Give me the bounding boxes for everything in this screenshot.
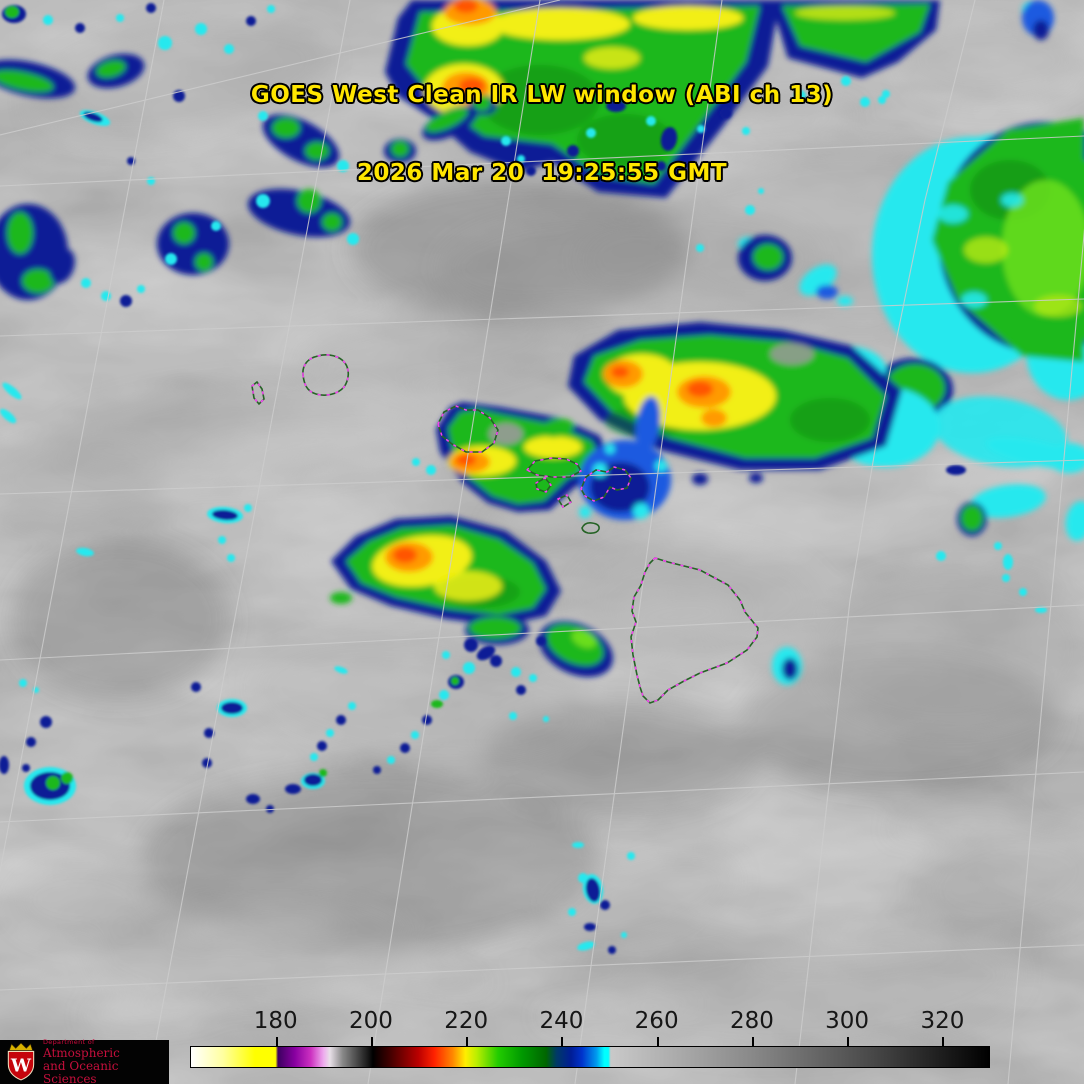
tick-mark <box>561 1037 564 1046</box>
colorbar-tick-label: 220 <box>444 1008 489 1034</box>
colorbar-tick-label: 280 <box>729 1008 774 1034</box>
colorbar-ticks <box>190 1037 990 1046</box>
colorbar-tick-label: 240 <box>539 1008 584 1034</box>
enhanced-cloud-masses <box>0 0 1084 685</box>
colorbar-tick-label: 300 <box>825 1008 870 1034</box>
tick-mark <box>370 1037 373 1046</box>
island-kahoolawe-dash <box>556 494 573 509</box>
island-lanai-dash <box>535 477 552 493</box>
logo-text: Department of Atmospheric and Oceanic Sc… <box>43 1038 169 1084</box>
image-title: GOES West Clean IR LW window (ABI ch 13)… <box>0 30 1084 212</box>
title-line-1: GOES West Clean IR LW window (ABI ch 13) <box>250 82 834 108</box>
logo-name-line-1: Atmospheric <box>43 1046 120 1060</box>
logo-name-line-2: and Oceanic Sciences <box>43 1059 119 1084</box>
tick-mark <box>466 1037 469 1046</box>
small-cloud-cells <box>0 3 1047 954</box>
island-hawaii <box>630 557 759 704</box>
uw-crest-icon: W <box>7 1043 35 1081</box>
crest-letter: W <box>10 1056 32 1077</box>
colorbar-tick-labels: 180 200 220 240 260 280 300 320 <box>190 1008 990 1036</box>
island-niihau <box>251 380 265 406</box>
colorbar-tick-label: 200 <box>349 1008 393 1034</box>
colorbar-tick-label: 260 <box>634 1008 679 1034</box>
tick-mark <box>656 1037 659 1046</box>
islet-outline <box>581 522 600 534</box>
colorbar-tick-label: 320 <box>920 1008 965 1034</box>
island-kauai <box>302 354 350 396</box>
tick-mark <box>942 1037 945 1046</box>
tick-mark <box>847 1037 850 1046</box>
island-oahu-dash <box>437 405 499 453</box>
coastlines <box>251 354 759 704</box>
logo-department-line: Department of <box>43 1038 95 1046</box>
tick-mark <box>751 1037 754 1046</box>
island-molokai-dash <box>525 457 583 478</box>
uw-aos-logo: W Department of Atmospheric and Oceanic … <box>0 1038 169 1084</box>
colorbar-tick-label: 180 <box>253 1008 298 1034</box>
title-line-2: 2026 Mar 20 19:25:55 GMT <box>356 160 728 186</box>
tick-mark <box>275 1037 278 1046</box>
island-maui-dash <box>580 466 632 502</box>
temperature-colorbar <box>190 1046 990 1068</box>
